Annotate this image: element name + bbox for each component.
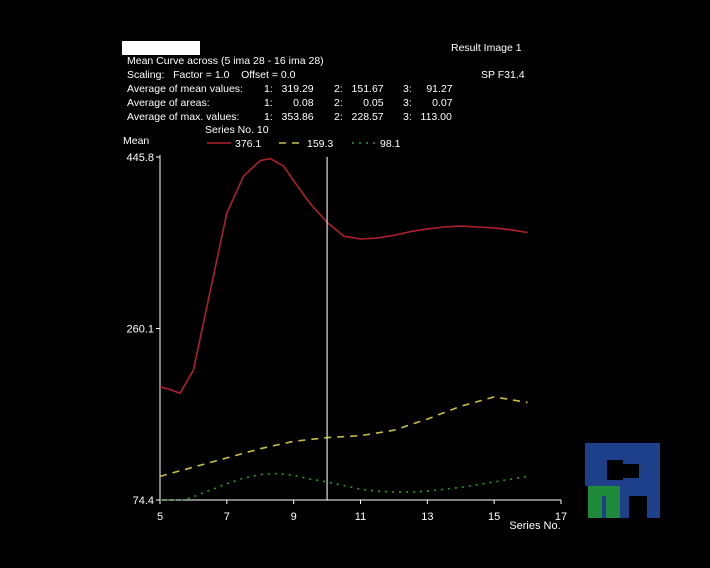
stat-value: 2: 151.67 (334, 83, 384, 95)
y-tick-label: 260.1 (126, 324, 154, 336)
x-tick-label: 7 (224, 511, 230, 523)
x-tick-label: 11 (355, 511, 366, 523)
stat-value: 1: 0.08 (264, 97, 314, 109)
x-tick-label: 17 (555, 511, 567, 523)
stat-value: 3: 0.07 (403, 97, 453, 109)
stat-value: 1: 353.86 (264, 111, 314, 123)
result-image-label: Result Image 1 (451, 42, 522, 54)
sp-label: SP F31.4 (481, 69, 525, 81)
series-line-3 (160, 472, 528, 501)
stat-value: 1: 319.29 (264, 83, 314, 95)
stat-label: Average of areas: (127, 97, 210, 109)
x-axis-label: Series No. (509, 520, 560, 532)
stat-value: 2: 228.57 (334, 111, 384, 123)
series-line-2 (159, 396, 528, 478)
stat-label: Average of mean values: (127, 83, 243, 95)
stat-label: Average of max. values: (127, 111, 240, 123)
x-tick-label: 13 (421, 511, 433, 523)
chart-title: Mean Curve across (5 ima 28 - 16 ima 28) (127, 55, 324, 67)
y-axis-label: Mean (123, 135, 150, 147)
x-tick-label: 5 (157, 511, 163, 523)
logo (585, 443, 660, 518)
stat-value: 3: 91.27 (403, 83, 453, 95)
x-tick-label: 9 (291, 511, 297, 523)
y-tick-label: 74.4 (133, 495, 154, 507)
x-tick-label: 15 (488, 511, 500, 523)
stat-value: 2: 0.05 (334, 97, 384, 109)
series-line-1 (159, 157, 528, 395)
scaling-text: Scaling: Factor = 1.0 Offset = 0.0 (127, 69, 296, 81)
stat-value: 3: 113.00 (403, 111, 452, 123)
legend-label: 159.3 (307, 138, 333, 150)
legend-label: 376.1 (235, 138, 261, 150)
legend-label: 98.1 (380, 138, 401, 150)
redaction-box (122, 41, 200, 55)
y-tick-label: 445.8 (126, 152, 154, 164)
series-number-label: Series No. 10 (205, 124, 269, 136)
